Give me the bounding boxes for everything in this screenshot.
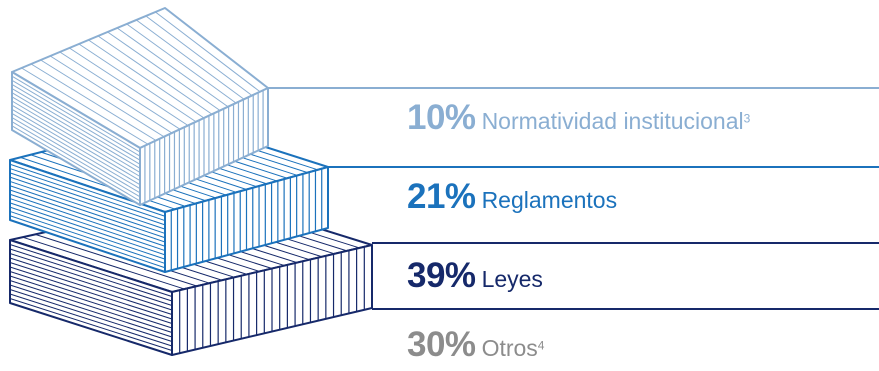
divider-line-4 bbox=[372, 308, 879, 310]
footnote-marker: 3 bbox=[743, 111, 751, 126]
category-label: Reglamentos bbox=[481, 187, 618, 213]
divider-line-2 bbox=[328, 166, 879, 168]
legend-item-normatividad: 10% Normatividad institucional3 bbox=[407, 100, 750, 135]
category-label: Normatividad institucional bbox=[481, 108, 744, 134]
legend-item-leyes: 39% Leyes bbox=[407, 258, 543, 293]
value-label: 21% bbox=[407, 177, 476, 216]
category-label: Otros bbox=[481, 335, 538, 361]
value-label: 39% bbox=[407, 256, 476, 295]
legend-item-otros: 30% Otros4 bbox=[407, 327, 544, 362]
footnote-marker: 4 bbox=[537, 338, 545, 353]
value-label: 10% bbox=[407, 98, 476, 137]
divider-line-1 bbox=[268, 87, 879, 89]
category-label: Leyes bbox=[481, 266, 543, 292]
value-label: 30% bbox=[407, 325, 476, 364]
legend-item-reglamentos: 21% Reglamentos bbox=[407, 179, 617, 214]
divider-line-3 bbox=[372, 242, 879, 244]
